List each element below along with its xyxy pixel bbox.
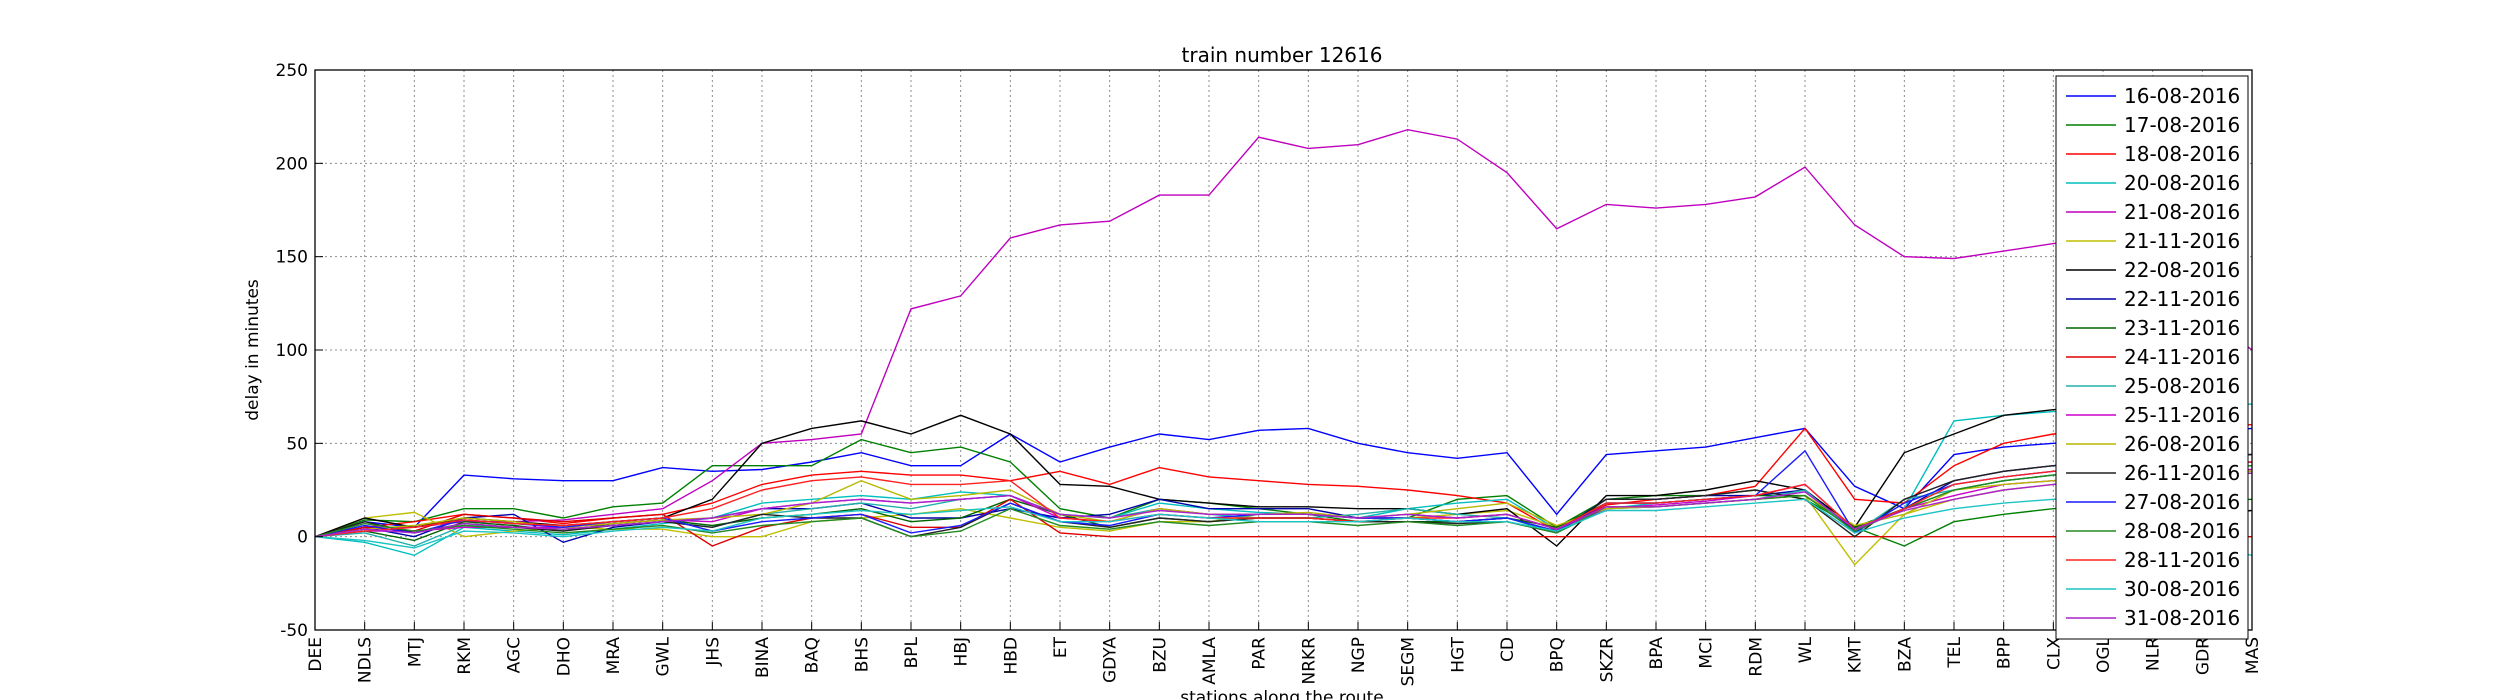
series-line-16-08-2016 <box>315 427 2252 538</box>
series-line-24-11-2016 <box>315 498 2252 547</box>
legend-label: 24-11-2016 <box>2124 345 2240 369</box>
x-tick-label: BAQ <box>803 637 823 673</box>
x-tick-label: BPA <box>1647 637 1667 670</box>
legend-label: 25-11-2016 <box>2124 403 2240 427</box>
legend-label: 22-08-2016 <box>2124 258 2240 282</box>
x-tick-label: HBJ <box>952 637 972 666</box>
y-tick-label: 0 <box>297 528 308 548</box>
x-tick-label: GDYA <box>1101 637 1121 683</box>
x-tick-label: NRKR <box>1299 637 1319 685</box>
series-line-25-08-2016 <box>315 465 2252 547</box>
y-tick-label: 250 <box>276 61 308 81</box>
y-tick-label: 100 <box>276 341 308 361</box>
x-tick-label: BPP <box>1995 637 2015 669</box>
x-tick-label: ET <box>1051 636 1071 658</box>
x-tick-label: KMT <box>1846 636 1866 673</box>
axis-ticks: -50 0 50 100 150 200 250 DEE NDLS MTJ RKM AGC DHO MRA… <box>276 61 2263 686</box>
y-axis-label: delay in minutes <box>243 279 263 421</box>
legend-label: 23-11-2016 <box>2124 316 2240 340</box>
legend: 16-08-2016 17-08-2016 18-08-2016 20-08-2016… <box>2055 75 2249 640</box>
legend-label: 26-11-2016 <box>2124 461 2240 485</box>
x-tick-label: BZA <box>1895 637 1915 672</box>
x-tick-label: TEL <box>1945 636 1965 668</box>
x-tick-label: JHS <box>703 637 723 667</box>
y-tick-label: 200 <box>276 154 308 174</box>
x-tick-label: AMLA <box>1200 637 1220 685</box>
series-line-31-08-2016 <box>315 472 2252 538</box>
x-tick-label: BPQ <box>1548 637 1568 672</box>
legend-label: 28-08-2016 <box>2124 519 2240 543</box>
x-tick-label: MRA <box>604 637 624 675</box>
x-tick-label: MTJ <box>405 637 425 667</box>
legend-label: 26-08-2016 <box>2124 432 2240 456</box>
series-line-21-08-2016 <box>315 128 2252 538</box>
y-tick-label: -50 <box>280 621 308 641</box>
legend-label: 16-08-2016 <box>2124 84 2240 108</box>
legend-label: 30-08-2016 <box>2124 577 2240 601</box>
legend-label: 25-08-2016 <box>2124 374 2240 398</box>
x-tick-label: MAS <box>2243 637 2263 674</box>
x-tick-label: SKZR <box>1597 637 1617 683</box>
legend-label: 17-08-2016 <box>2124 113 2240 137</box>
x-tick-label: HBD <box>1001 637 1021 675</box>
grid <box>314 69 2253 631</box>
series-line-30-08-2016 <box>315 494 2252 556</box>
x-tick-label: BHS <box>852 637 872 672</box>
x-tick-label: DHO <box>554 637 574 676</box>
chart-title: train number 12616 <box>1182 43 1383 67</box>
x-tick-label: CD <box>1498 637 1518 662</box>
legend-label: 22-11-2016 <box>2124 287 2240 311</box>
legend-label: 28-11-2016 <box>2124 548 2240 572</box>
legend-label: 27-08-2016 <box>2124 490 2240 514</box>
x-tick-label: BZU <box>1150 637 1170 673</box>
x-tick-label: NLR <box>2144 637 2164 671</box>
legend-label: 21-08-2016 <box>2124 200 2240 224</box>
x-tick-label: HGT <box>1448 636 1468 672</box>
x-tick-label: CLX <box>2044 637 2064 670</box>
series-lines <box>315 128 2252 566</box>
x-tick-label: RKM <box>455 637 475 675</box>
x-tick-label: AGC <box>505 637 525 673</box>
x-tick-label: MCI <box>1697 637 1717 669</box>
series-line-28-11-2016 <box>315 461 2252 538</box>
x-tick-label: SEGM <box>1399 637 1419 686</box>
y-tick-label: 50 <box>286 434 308 454</box>
x-tick-label: GDR <box>2193 637 2213 675</box>
x-tick-label: OGL <box>2094 636 2114 673</box>
x-tick-label: BPL <box>902 636 922 668</box>
x-tick-label: GWL <box>654 636 674 676</box>
series-line-17-08-2016 <box>315 438 2252 547</box>
x-tick-label: PAR <box>1250 637 1270 670</box>
x-tick-label: BINA <box>753 637 773 678</box>
legend-label: 18-08-2016 <box>2124 142 2240 166</box>
x-tick-label: NDLS <box>356 637 376 683</box>
x-tick-label: NGP <box>1349 637 1369 673</box>
x-axis-label: stations along the route <box>1180 688 1384 700</box>
legend-label: 21-11-2016 <box>2124 229 2240 253</box>
x-tick-label: RDM <box>1746 637 1766 677</box>
y-tick-label: 150 <box>276 248 308 268</box>
legend-label: 20-08-2016 <box>2124 171 2240 195</box>
x-tick-label: WL <box>1796 636 1816 663</box>
x-tick-label: DEE <box>306 637 326 672</box>
legend-label: 31-08-2016 <box>2124 606 2240 630</box>
series-line-26-08-2016 <box>315 470 2252 538</box>
